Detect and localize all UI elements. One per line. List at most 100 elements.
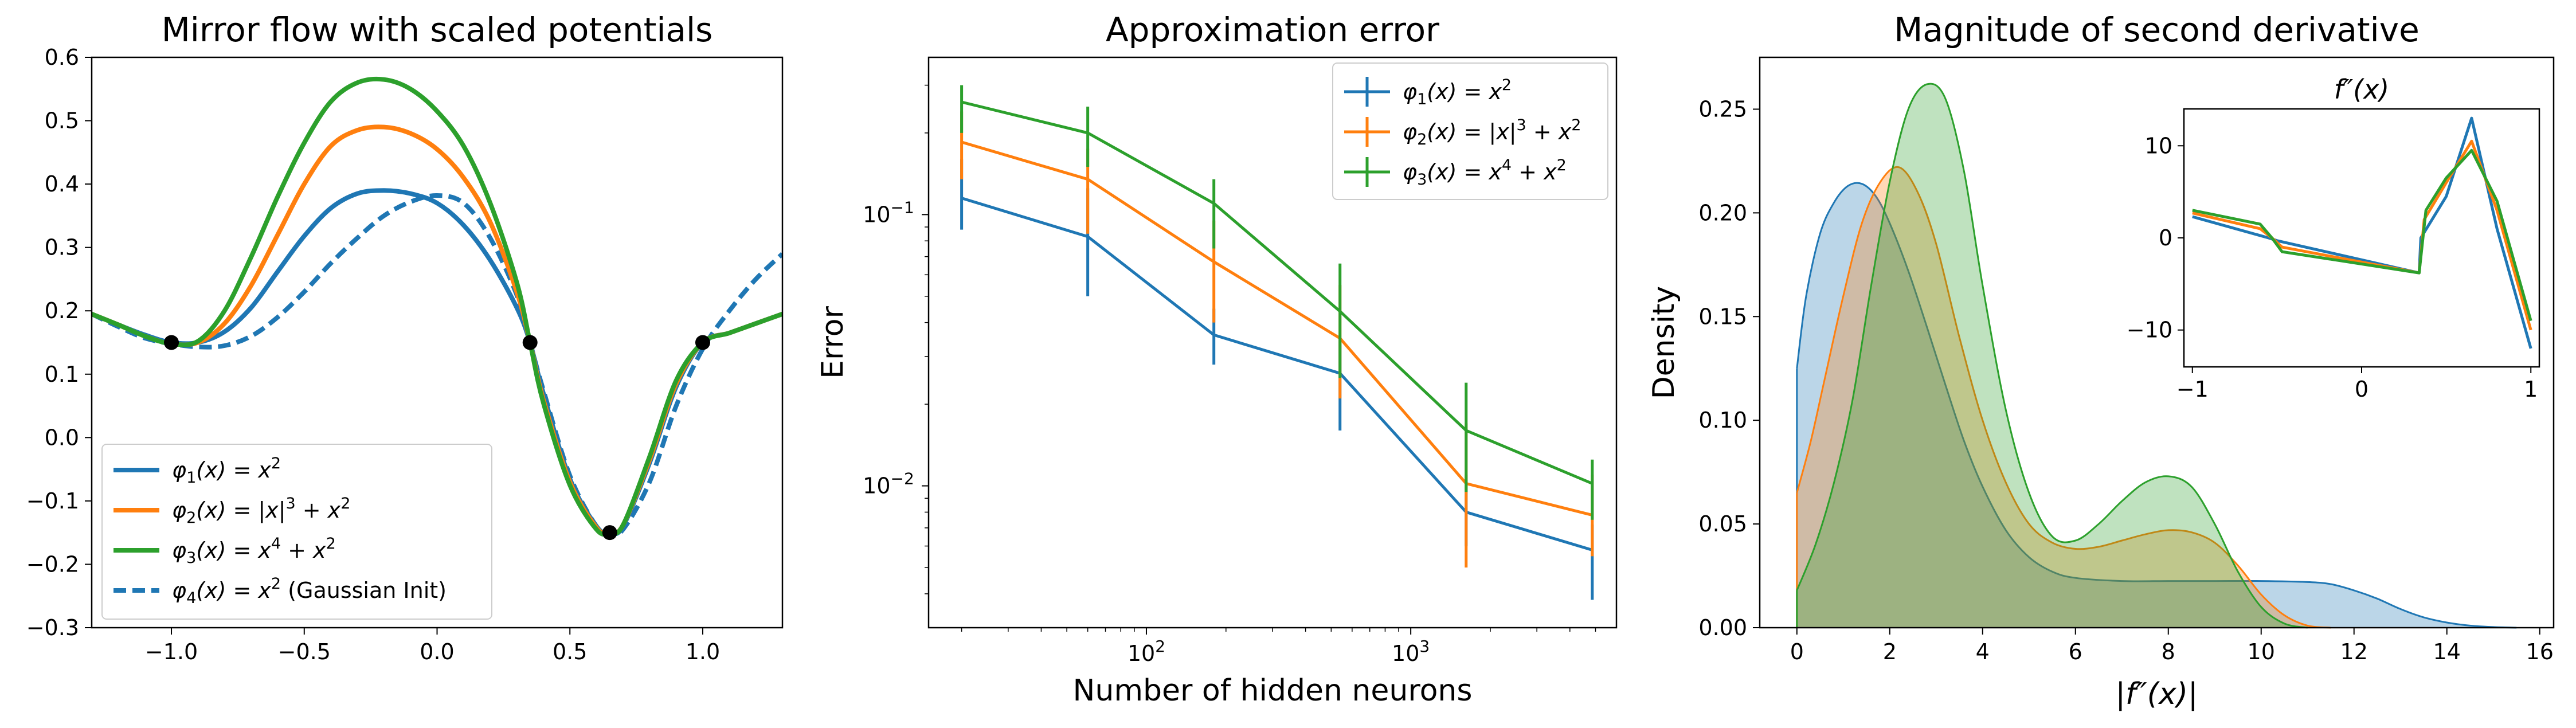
y-tick-label: 0.6 [45,45,79,70]
x-tick-label-base: 10 [1392,641,1419,666]
legend-label-phi1-part-1: 2 [271,455,281,472]
legend-label-phi1-argument: (x) = [196,457,258,483]
legend-label-phi4-argument: (x) = [196,578,258,603]
legend-label-phi3-part-1: 4 [271,535,281,553]
x-tick-label: −1.0 [145,639,198,664]
y-tick-label: 0.25 [1698,96,1747,122]
data-point-marker [602,525,617,541]
legend-label-phi4-phi-symbol: φ [172,578,186,603]
axes-frame [91,56,784,629]
legend-label-phi1-part-0: x [1488,79,1502,104]
x-tick-label: 2 [1883,639,1897,664]
legend-label-phi2: φ2(x) = |x|3 + x2 [1403,116,1581,148]
legend-label-phi3-part-1: 4 [1502,156,1512,174]
legend-label-phi3: φ3(x) = x4 + x2 [1403,156,1567,189]
x-tick-label: 0.0 [420,639,454,664]
y-tick-label: −0.1 [26,488,79,514]
legend-label-phi3-subscript: 3 [1417,171,1427,189]
x-tick-label-exponent: 2 [1155,637,1165,656]
inset-frame [2183,108,2540,368]
legend-label-phi2-argument: (x) = [196,498,258,523]
legend-label-phi2-part-1: 3 [1517,116,1526,134]
legend-label-phi1-phi-symbol: φ [172,457,186,483]
inset-line-phi3 [2192,148,2532,322]
x-tick-label: 0.5 [553,639,587,664]
y-tick-label: 0.4 [45,171,79,197]
legend-label-phi2-part-3: 2 [340,495,350,512]
legend-label-phi2-subscript: 2 [1417,131,1427,148]
x-tick-label: 103 [1392,637,1430,666]
y-tick-label: −0.3 [26,615,79,640]
legend-label-phi2: φ2(x) = |x|3 + x2 [172,495,350,527]
x-tick-label: −0.5 [278,639,331,664]
y-tick-label: 0.5 [45,108,79,134]
legend-label-phi3-part-3: 2 [1557,156,1567,174]
x-tick-label: 1.0 [686,639,720,664]
y-tick-label: 10−1 [863,198,914,227]
legend-label-phi1-part-1: 2 [1502,76,1512,94]
x-tick-label: 102 [1128,637,1165,666]
legend-label-phi1: φ1(x) = x2 [1403,76,1512,108]
density-area-phi2 [1796,167,2331,628]
series-line-phi1 [961,197,1593,551]
density-area-phi1 [1796,183,2517,628]
legend-label-phi3-phi-symbol: φ [172,538,186,563]
legend-label-phi1-subscript: 1 [1417,91,1427,108]
legend-label-phi3: φ3(x) = x4 + x2 [172,535,336,567]
data-point-marker [695,335,710,350]
legend-label-phi1-subscript: 1 [186,469,196,487]
axes-frame [927,56,1618,629]
y-axis-label: Density [1647,286,1681,400]
density-line-phi2 [1796,166,2331,629]
inset-y-tick-label: 0 [2159,225,2172,251]
x-tick-label: 14 [2433,639,2461,664]
legend-label-phi3-part-2: + x [281,538,326,563]
axes-frame [1759,56,2555,629]
y-tick-label: 0.20 [1698,200,1747,225]
inset-title: f″(x) [2334,74,2390,105]
legend-label-phi3-subscript: 3 [186,549,196,567]
y-tick-label: 0.1 [45,362,79,387]
legend-label-phi4-subscript: 4 [186,589,196,607]
y-tick-label: 0.15 [1698,304,1747,329]
legend-label-phi2-phi-symbol: φ [172,498,186,523]
y-tick-label-exponent: −2 [891,469,914,488]
y-tick-label: 0.2 [45,298,79,323]
inset-x-tick-label: 1 [2524,377,2538,402]
legend-label-phi3-part-3: 2 [326,535,336,553]
y-tick-label: 0.00 [1698,615,1747,640]
x-axis-label: |f″(x)| [2115,677,2198,711]
legend-label-phi1: φ1(x) = x2 [172,455,281,487]
x-tick-label: 8 [2162,639,2175,664]
legend-box [1332,62,1608,200]
legend-label-phi3-part-2: + x [1512,159,1557,185]
x-tick-label: 10 [2248,639,2275,664]
legend-label-phi2-part-2: + x [296,498,341,523]
legend-label-phi3-argument: (x) = [1427,159,1489,185]
data-point-marker [164,335,179,350]
chart-title: Mirror flow with scaled potentials [162,10,713,49]
y-axis-label: Error [816,306,850,379]
x-tick-label: 12 [2340,639,2368,664]
y-tick-label: 0.0 [45,425,79,450]
legend-label-phi4-part-1: 2 [271,575,281,593]
legend-label-phi2-part-2: + x [1526,119,1572,144]
inset-y-tick-label: 10 [2145,133,2172,158]
legend-box [101,444,492,620]
x-tick-label: 0 [1790,639,1804,664]
mirror-flow-panel: Mirror flow with scaled potentials −1.0 −0… [26,10,784,664]
density-area-phi3 [1796,84,2308,628]
legend-label-phi3-part-0: x [257,538,271,563]
x-tick-label-base: 10 [1128,641,1155,666]
series-line-phi4 [92,193,782,537]
legend-label-phi4-part-0: x [257,578,271,603]
legend-label-phi2-argument: (x) = [1427,119,1489,144]
inset-background [2184,109,2539,367]
x-tick-label: 4 [1976,639,1990,664]
legend-label-phi2-subscript: 2 [186,509,196,527]
chart-title: Magnitude of second derivative [1894,10,2420,49]
